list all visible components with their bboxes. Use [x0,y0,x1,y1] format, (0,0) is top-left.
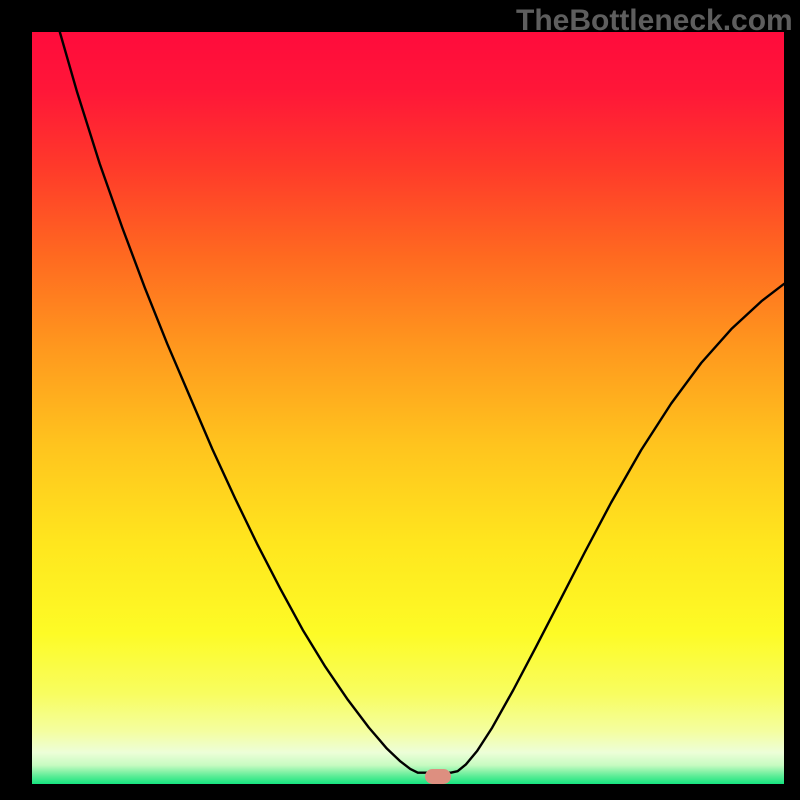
optimum-marker [425,769,451,784]
chart-background [32,32,784,784]
watermark-text: TheBottleneck.com [516,4,793,38]
frame-left [0,0,32,800]
frame-bottom [0,784,800,800]
plot-svg [32,32,784,784]
plot-area [32,32,784,784]
frame-right [784,0,800,800]
